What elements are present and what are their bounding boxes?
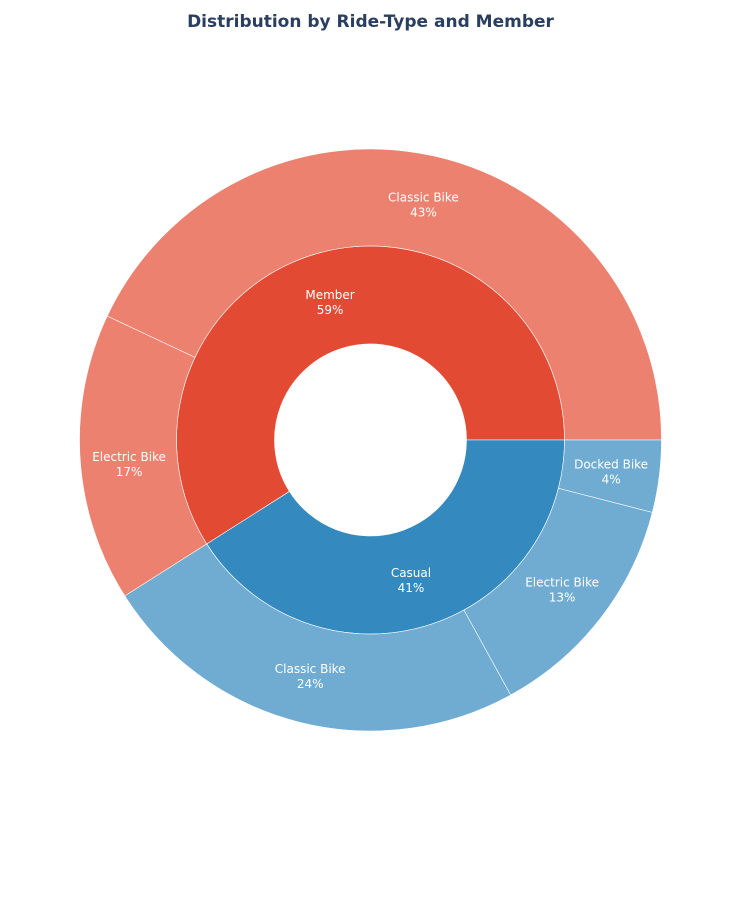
outer-label-casual-classic-bike: Classic Bike 24% (275, 662, 346, 691)
outer-label-member-classic-bike: Classic Bike 43% (388, 190, 459, 219)
inner-label-casual-name: Casual (391, 566, 431, 580)
outer-label-member-electric-bike-name: Electric Bike (92, 450, 166, 464)
outer-segment-casual-classic-bike[interactable] (124, 543, 512, 732)
outer-label-casual-electric-bike-percent: 13% (549, 591, 576, 605)
outer-label-casual-docked-bike-name: Docked Bike (574, 457, 648, 471)
outer-label-member-electric-bike-percent: 17% (116, 465, 143, 479)
inner-label-casual-percent: 41% (398, 581, 425, 595)
outer-label-casual-electric-bike-name: Electric Bike (525, 576, 599, 590)
outer-segment-member-classic-bike[interactable] (106, 148, 662, 441)
segments-layer (79, 148, 662, 732)
outer-segment-casual-docked-bike[interactable] (558, 439, 662, 513)
inner-label-member-name: Member (305, 288, 354, 302)
outer-label-member-electric-bike: Electric Bike 17% (92, 450, 166, 479)
outer-label-member-classic-bike-percent: 43% (410, 205, 437, 219)
labels-layer: Member 59%Casual 41%Classic Bike 43%Electri… (92, 190, 648, 691)
inner-label-member-percent: 59% (317, 303, 344, 317)
inner-label-casual: Casual 41% (391, 566, 431, 595)
outer-label-member-classic-bike-name: Classic Bike (388, 190, 459, 204)
outer-label-casual-classic-bike-percent: 24% (297, 677, 324, 691)
outer-label-casual-electric-bike: Electric Bike 13% (525, 576, 599, 605)
chart-title: Distribution by Ride-Type and Member (187, 12, 554, 32)
outer-label-casual-docked-bike: Docked Bike 4% (574, 457, 648, 486)
inner-label-member: Member 59% (305, 288, 354, 317)
outer-label-casual-classic-bike-name: Classic Bike (275, 662, 346, 676)
outer-label-casual-docked-bike-percent: 4% (602, 472, 621, 486)
